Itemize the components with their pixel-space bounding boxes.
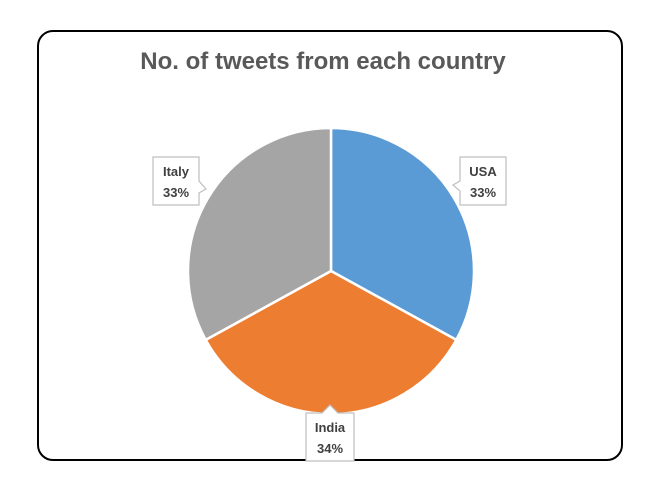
callout-box [451,156,507,206]
pie-slice-italy [186,126,333,342]
callout-box [152,156,207,206]
percent-label: 33% [163,185,189,200]
percent-label: 34% [317,441,343,456]
category-label: India [315,420,346,435]
data-label-usa: USA 33% [451,156,507,206]
callout-box [305,404,355,462]
chart-title: No. of tweets from each country [140,48,506,75]
pie-slice-usa [329,126,476,342]
data-label-italy: Italy 33% [152,156,207,206]
percent-label: 33% [470,185,496,200]
category-label: USA [469,164,497,179]
data-label-india: India 34% [305,404,355,462]
category-label: Italy [163,164,190,179]
